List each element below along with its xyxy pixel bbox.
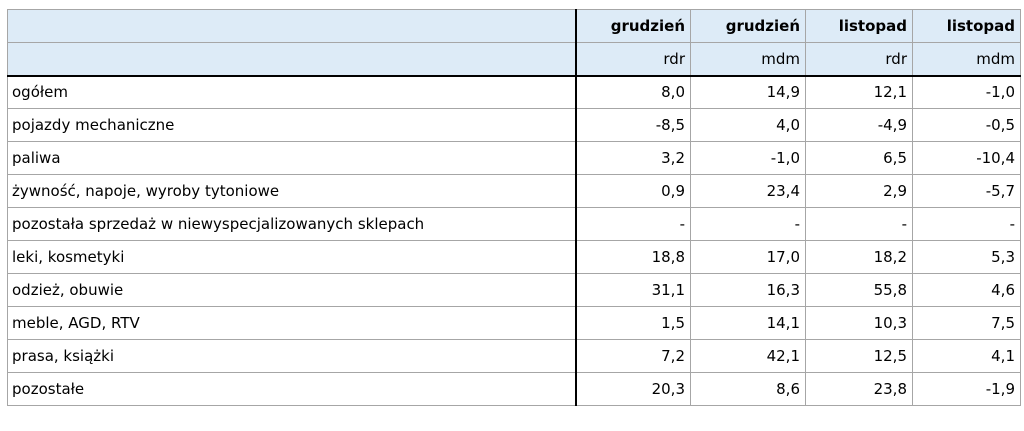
- row-label: ogółem: [7, 75, 577, 109]
- cell-value: -0,5: [912, 108, 1021, 142]
- cell-value: 8,0: [575, 75, 691, 109]
- cell-value: 55,8: [805, 273, 913, 307]
- row-label: leki, kosmetyki: [7, 240, 577, 274]
- row-label: meble, AGD, RTV: [7, 306, 577, 340]
- table-row: paliwa 3,2 -1,0 6,5 -10,4: [7, 141, 1021, 175]
- cell-value: 7,2: [575, 339, 691, 373]
- cell-value: 3,2: [575, 141, 691, 175]
- cell-value: 42,1: [690, 339, 806, 373]
- row-label: żywność, napoje, wyroby tytoniowe: [7, 174, 577, 208]
- header-month: listopad: [805, 9, 913, 43]
- row-label: pojazdy mechaniczne: [7, 108, 577, 142]
- cell-value: 5,3: [912, 240, 1021, 274]
- header-measure: mdm: [912, 42, 1021, 77]
- cell-value: 4,0: [690, 108, 806, 142]
- cell-value: -1,0: [912, 75, 1021, 109]
- cell-value: -5,7: [912, 174, 1021, 208]
- row-label: paliwa: [7, 141, 577, 175]
- header-measure: mdm: [690, 42, 806, 77]
- header-measure: rdr: [805, 42, 913, 77]
- table-row: pozostała sprzedaż w niewyspecjalizowany…: [7, 207, 1021, 241]
- cell-value: -1,9: [912, 372, 1021, 406]
- table-row: prasa, książki 7,2 42,1 12,5 4,1: [7, 339, 1021, 373]
- cell-value: 31,1: [575, 273, 691, 307]
- cell-value: -: [690, 207, 806, 241]
- table-row: ogółem 8,0 14,9 12,1 -1,0: [7, 75, 1021, 109]
- header-corner-cell: [7, 9, 577, 43]
- cell-value: 0,9: [575, 174, 691, 208]
- cell-value: 7,5: [912, 306, 1021, 340]
- cell-value: -: [912, 207, 1021, 241]
- cell-value: 20,3: [575, 372, 691, 406]
- table-row: meble, AGD, RTV 1,5 14,1 10,3 7,5: [7, 306, 1021, 340]
- cell-value: 23,8: [805, 372, 913, 406]
- cell-value: 14,1: [690, 306, 806, 340]
- row-label: pozostała sprzedaż w niewyspecjalizowany…: [7, 207, 577, 241]
- cell-value: 6,5: [805, 141, 913, 175]
- cell-value: 17,0: [690, 240, 806, 274]
- cell-value: -: [805, 207, 913, 241]
- cell-value: 23,4: [690, 174, 806, 208]
- cell-value: 2,9: [805, 174, 913, 208]
- header-month: grudzień: [575, 9, 691, 43]
- table-row: odzież, obuwie 31,1 16,3 55,8 4,6: [7, 273, 1021, 307]
- row-label: pozostałe: [7, 372, 577, 406]
- cell-value: -10,4: [912, 141, 1021, 175]
- cell-value: 10,3: [805, 306, 913, 340]
- cell-value: 4,1: [912, 339, 1021, 373]
- cell-value: 4,6: [912, 273, 1021, 307]
- cell-value: 14,9: [690, 75, 806, 109]
- cell-value: -4,9: [805, 108, 913, 142]
- row-label: odzież, obuwie: [7, 273, 577, 307]
- cell-value: -1,0: [690, 141, 806, 175]
- cell-value: 8,6: [690, 372, 806, 406]
- header-row-measures: rdr mdm rdr mdm: [7, 42, 1021, 77]
- table-row: pojazdy mechaniczne -8,5 4,0 -4,9 -0,5: [7, 108, 1021, 142]
- table-row: leki, kosmetyki 18,8 17,0 18,2 5,3: [7, 240, 1021, 274]
- cell-value: 1,5: [575, 306, 691, 340]
- cell-value: 16,3: [690, 273, 806, 307]
- cell-value: 12,1: [805, 75, 913, 109]
- header-row-months: grudzień grudzień listopad listopad: [7, 9, 1021, 43]
- header-month: listopad: [912, 9, 1021, 43]
- table-row: żywność, napoje, wyroby tytoniowe 0,9 23…: [7, 174, 1021, 208]
- table-row: pozostałe 20,3 8,6 23,8 -1,9: [7, 372, 1021, 406]
- header-corner-cell: [7, 42, 577, 77]
- cell-value: 18,8: [575, 240, 691, 274]
- cell-value: -8,5: [575, 108, 691, 142]
- header-month: grudzień: [690, 9, 806, 43]
- cell-value: 12,5: [805, 339, 913, 373]
- header-measure: rdr: [575, 42, 691, 77]
- row-label: prasa, książki: [7, 339, 577, 373]
- sales-table: grudzień grudzień listopad listopad rdr …: [7, 9, 1021, 406]
- cell-value: -: [575, 207, 691, 241]
- cell-value: 18,2: [805, 240, 913, 274]
